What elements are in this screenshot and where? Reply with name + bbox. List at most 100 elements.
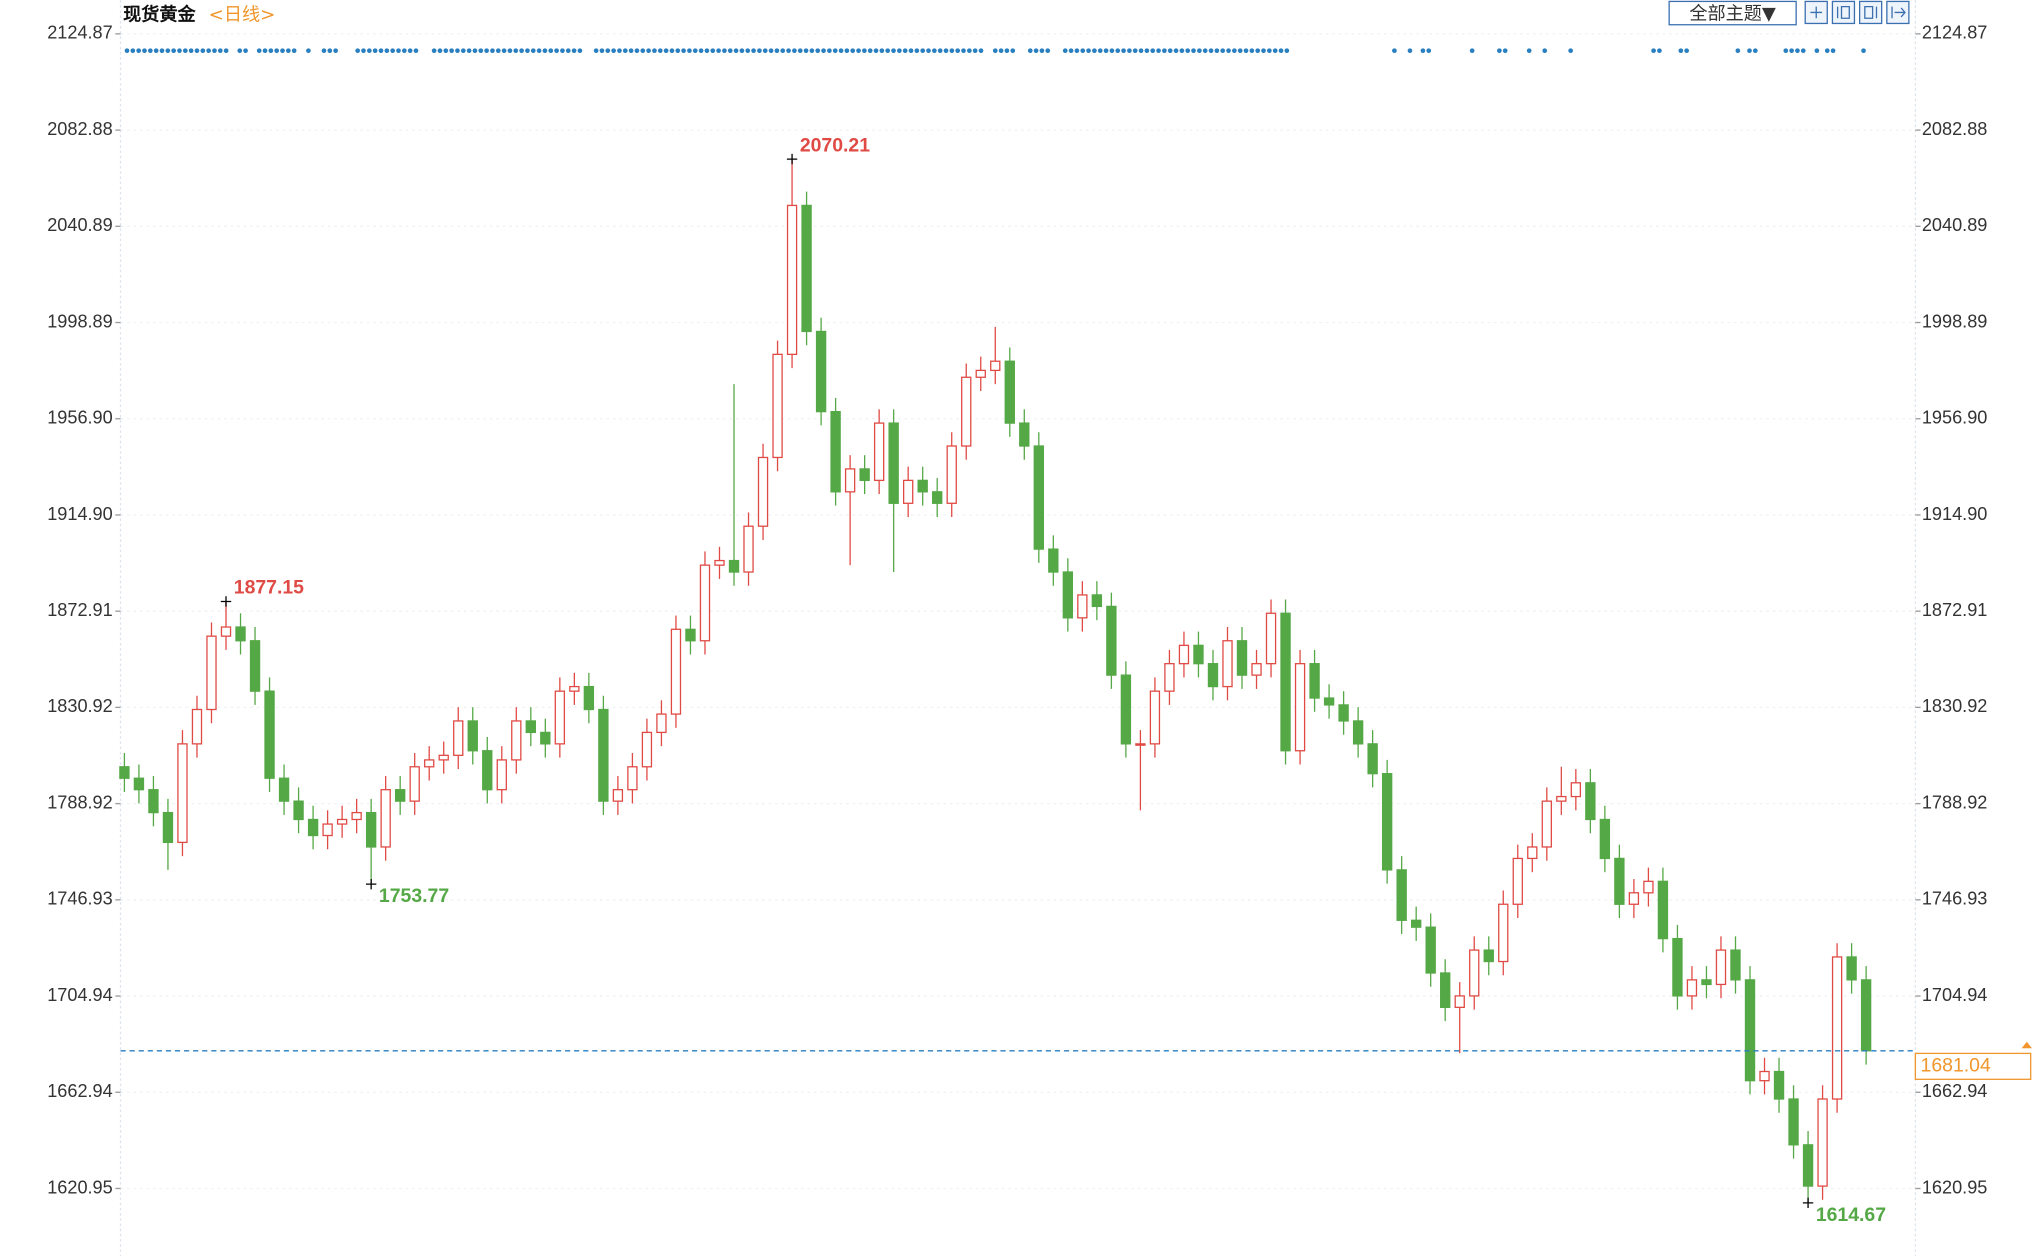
candle-body (1831, 956, 1843, 1100)
event-dot (1249, 48, 1255, 54)
event-dot (885, 48, 891, 54)
theme-button[interactable] (1668, 0, 1797, 26)
event-dot (1861, 48, 1866, 54)
event-dot (1197, 48, 1202, 54)
candle-body (496, 759, 507, 791)
event-dot (1185, 48, 1191, 54)
event-dot (548, 48, 554, 54)
candle-body (1251, 663, 1262, 676)
event-dot (1678, 48, 1684, 54)
high-marker (220, 596, 232, 607)
event-dot (1497, 48, 1502, 54)
candle-body (264, 690, 275, 779)
event-dot (182, 48, 188, 54)
candle-body (365, 811, 377, 848)
event-dot (431, 48, 437, 54)
event-dot (1045, 48, 1051, 54)
candle-body (409, 766, 420, 802)
event-dot (704, 48, 710, 54)
candle-body (1512, 857, 1523, 905)
event-dot (803, 48, 809, 54)
event-dot (1800, 48, 1806, 54)
candle-body (220, 626, 232, 637)
candle-body (1367, 743, 1378, 775)
event-dot (237, 48, 243, 54)
event-dot (478, 48, 484, 54)
candle-body (1207, 663, 1219, 688)
event-dot (599, 48, 605, 54)
event-dot (177, 48, 182, 54)
candle-body (453, 720, 464, 756)
event-dot (1115, 48, 1121, 54)
candle-body (1773, 1070, 1785, 1100)
event-dot (1568, 48, 1573, 54)
event-dot (611, 48, 616, 54)
y-tick-label: 2124.87 (47, 23, 113, 43)
candle-body (1164, 663, 1175, 692)
candle-body (815, 330, 827, 413)
candle-body (525, 720, 536, 734)
candle-body (1483, 949, 1494, 963)
event-dot (449, 48, 454, 54)
toolbar: 全部主题▼ (1668, 0, 1910, 26)
candle-body (1396, 869, 1407, 921)
chart-title: 现货黄金 (123, 4, 196, 26)
event-dot (809, 48, 815, 54)
event-dot (920, 48, 926, 54)
candle-body (1309, 663, 1320, 699)
event-dot (1033, 48, 1039, 54)
event-dot (1789, 48, 1794, 54)
event-dot (390, 48, 395, 54)
candle-body (1178, 644, 1190, 665)
event-dot (124, 48, 130, 54)
step-icon[interactable] (1858, 0, 1883, 25)
event-dot (1747, 48, 1752, 54)
start-icon[interactable] (1831, 0, 1856, 25)
candle-body (1759, 1070, 1770, 1082)
event-dot (217, 48, 223, 54)
event-dot (130, 48, 136, 54)
event-dot (490, 48, 495, 54)
event-dot (768, 48, 774, 54)
candle-body (1222, 640, 1233, 688)
candle-body (1004, 360, 1015, 424)
event-dot (967, 48, 972, 54)
event-dot (1138, 48, 1144, 54)
candle-body (1440, 972, 1451, 1009)
event-dot (1502, 48, 1508, 54)
event-dot (413, 48, 419, 54)
candle-body (830, 410, 841, 493)
event-dot (1214, 48, 1220, 54)
candle-body (612, 789, 624, 802)
event-dot (507, 48, 513, 54)
candle-body (1381, 773, 1393, 871)
y-tick-label: 1998.89 (47, 311, 113, 331)
event-dot (856, 48, 861, 54)
event-dot (577, 48, 583, 54)
candle-body (278, 777, 290, 802)
candle-body (1294, 663, 1306, 752)
event-dot (1179, 48, 1185, 54)
event-dot (797, 48, 803, 54)
candle-body (1744, 979, 1756, 1082)
event-dot (762, 48, 768, 54)
y2-tick-label: 1704.94 (1922, 985, 1988, 1005)
event-dot (879, 48, 885, 54)
candle-body (1788, 1098, 1799, 1146)
candle-body (801, 204, 812, 333)
y2-tick-label: 2124.87 (1922, 23, 1988, 43)
theme-button-label[interactable]: 全部主题▼ (1689, 3, 1776, 24)
candle-body (1149, 690, 1161, 745)
event-dot (786, 48, 791, 54)
event-dot (256, 48, 262, 54)
event-dot (628, 48, 634, 54)
price-label-box (1914, 1052, 2032, 1080)
high-label: 2070.21 (800, 134, 870, 156)
candle-body (656, 713, 667, 734)
candle-body (1585, 782, 1596, 821)
candle-body (1657, 880, 1669, 940)
candle-body (1280, 612, 1291, 752)
event-dot (1144, 48, 1150, 54)
